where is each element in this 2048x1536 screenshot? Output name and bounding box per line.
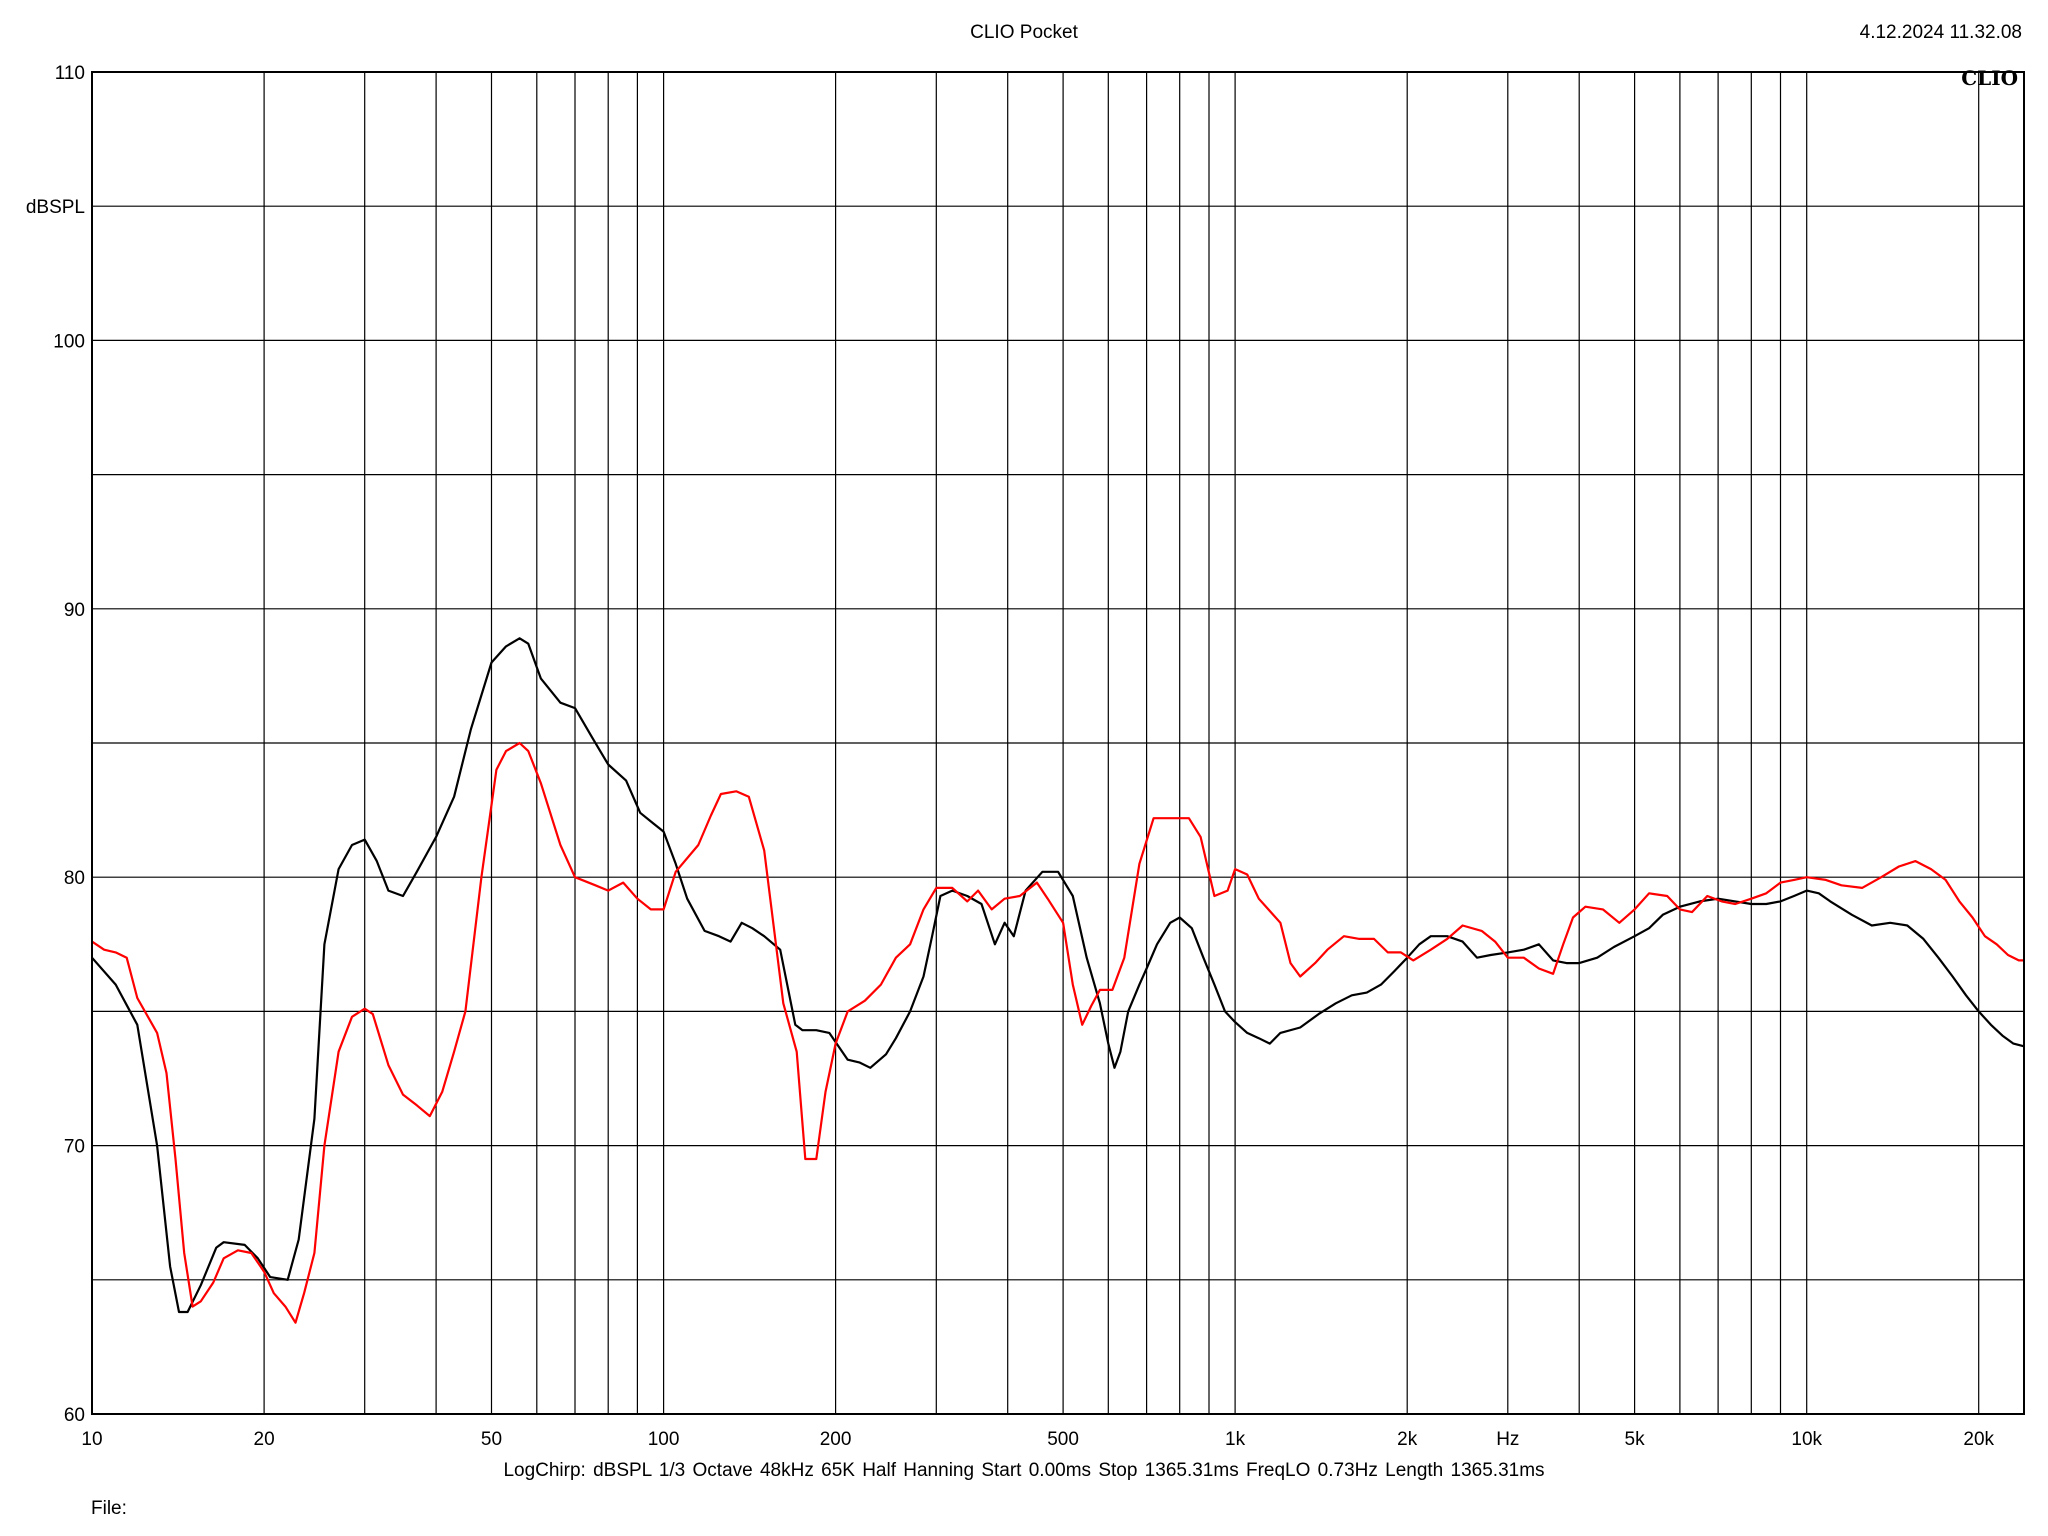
timestamp: 4.12.2024 11.32.08 <box>1859 22 2022 43</box>
x-tick-label: 100 <box>648 1429 680 1450</box>
x-tick-label: 200 <box>820 1429 852 1450</box>
x-tick-label: 20k <box>1963 1429 1994 1450</box>
chart-title: CLIO Pocket <box>970 22 1078 43</box>
grid-lines <box>92 72 2024 1414</box>
x-tick-label: 500 <box>1047 1429 1079 1450</box>
x-tick-label: 2k <box>1397 1429 1418 1450</box>
x-tick-label: 10 <box>81 1429 102 1450</box>
plot-frame <box>91 71 2025 1415</box>
y-tick-label: 100 <box>53 331 85 352</box>
y-tick-label: 80 <box>64 868 85 889</box>
x-tick-label: 5k <box>1625 1429 1646 1450</box>
tick-labels: 10 20 50 100 200 500 1k 2k 5k 10k 20k 60 70 80 90 100 11… <box>53 63 1994 1450</box>
series-layer <box>91 637 2025 1324</box>
series-line-1 <box>91 637 2025 1314</box>
x-tick-label: 1k <box>1225 1429 1246 1450</box>
x-tick-label: 20 <box>254 1429 275 1450</box>
file-label: File: <box>91 1498 127 1519</box>
y-tick-label: 90 <box>64 600 85 621</box>
measurement-parameters: LogChirp: dBSPL 1/3 Octave 48kHz 65K Hal… <box>503 1460 1545 1481</box>
x-tick-label: 10k <box>1791 1429 1822 1450</box>
x-axis-label: Hz <box>1496 1429 1519 1450</box>
y-tick-label: 110 <box>55 63 85 84</box>
y-tick-label: 70 <box>64 1137 85 1158</box>
y-axis-label: dBSPL <box>26 197 85 218</box>
y-tick-label: 60 <box>64 1405 85 1426</box>
series-line-2 <box>91 741 2024 1324</box>
clio-logo: CLIO <box>1961 66 2018 90</box>
x-tick-label: 50 <box>481 1429 502 1450</box>
